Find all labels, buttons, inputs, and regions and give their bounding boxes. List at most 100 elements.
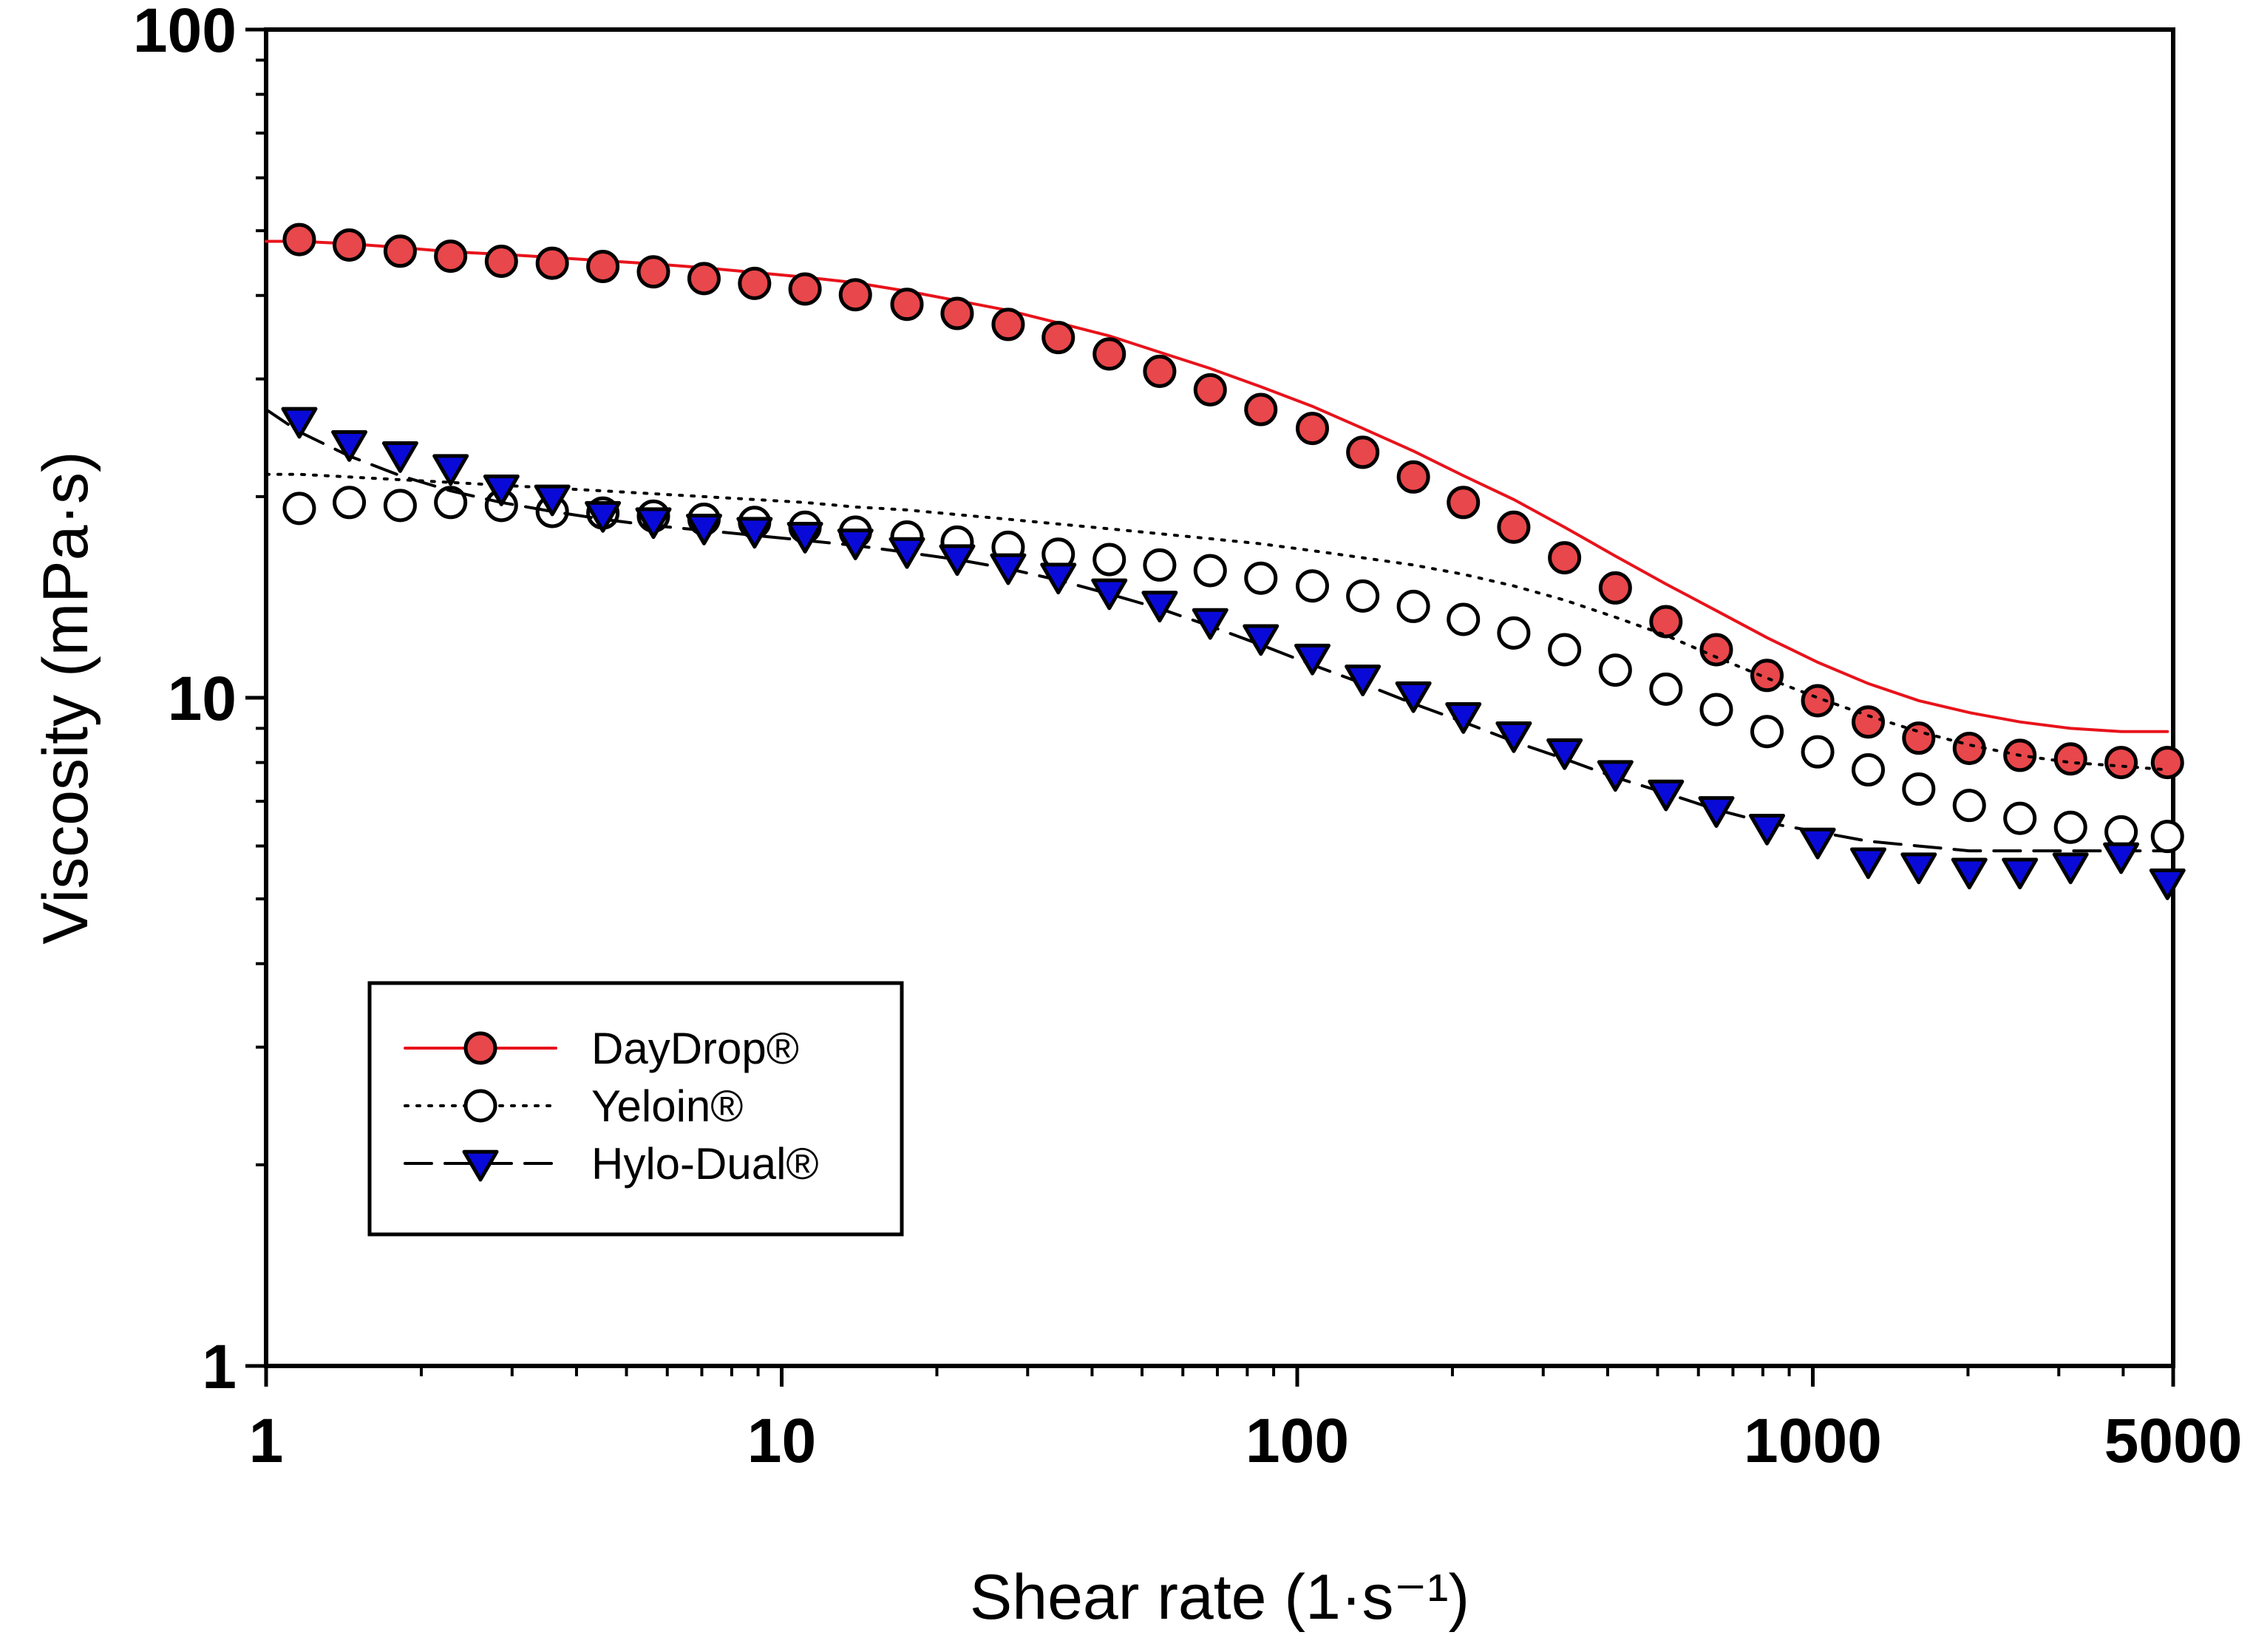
- data-point: [1750, 715, 1784, 749]
- data-point: [2003, 801, 2037, 835]
- data-point: [1801, 735, 1835, 769]
- data-point: [1447, 486, 1481, 520]
- data-point: [1548, 633, 1582, 667]
- data-point: [282, 222, 316, 256]
- data-point: [1849, 847, 1886, 880]
- data-point: [1244, 392, 1278, 426]
- data-point: [1799, 827, 1836, 860]
- x-tick-label: 100: [1246, 1406, 1349, 1475]
- data-point: [1243, 624, 1280, 656]
- data-point: [636, 255, 670, 289]
- data-point: [1801, 684, 1835, 718]
- data-point: [837, 528, 874, 560]
- data-point: [483, 475, 520, 506]
- data-point: [1952, 731, 1986, 765]
- data-point: [1648, 779, 1685, 812]
- data-point: [2103, 842, 2140, 874]
- data-point: [1346, 579, 1380, 613]
- data-point: [1143, 548, 1177, 582]
- data-point: [1851, 753, 1885, 787]
- data-point: [1396, 589, 1430, 623]
- data-point: [1193, 554, 1227, 588]
- data-point: [1141, 591, 1178, 623]
- data-point: [1902, 721, 1936, 755]
- data-point: [535, 246, 569, 280]
- series-layer: [265, 222, 2186, 900]
- legend-marker: [462, 1149, 499, 1182]
- data-point: [738, 266, 772, 300]
- data-point: [991, 307, 1025, 341]
- data-point: [939, 544, 976, 577]
- data-point: [2052, 852, 2089, 885]
- data-point: [1698, 796, 1735, 828]
- data-point: [736, 517, 773, 549]
- data-point: [1092, 337, 1126, 371]
- data-point: [1750, 659, 1784, 693]
- x-tick-label: 1: [249, 1406, 284, 1475]
- data-point: [2149, 869, 2186, 900]
- data-point: [1699, 693, 1733, 727]
- x-axis-title: Shear rate (1·s⁻¹): [970, 1562, 1469, 1633]
- data-point: [940, 296, 974, 330]
- data-point: [1192, 608, 1229, 640]
- data-point: [1495, 721, 1532, 753]
- x-tick-label: 5000: [2104, 1406, 2243, 1475]
- data-point: [1699, 633, 1733, 667]
- data-point: [1396, 460, 1430, 494]
- data-point: [1295, 412, 1329, 446]
- legend-label: Yeloin®: [591, 1081, 744, 1131]
- y-tick-label: 1: [202, 1332, 237, 1401]
- data-point: [434, 486, 468, 520]
- data-point: [1598, 571, 1632, 605]
- series-line: [265, 239, 2169, 733]
- data-point: [1294, 643, 1331, 676]
- data-point: [1091, 578, 1128, 611]
- y-axis-title: Viscosity (mPa·s): [30, 451, 101, 944]
- data-point: [1548, 541, 1582, 575]
- data-point: [434, 239, 468, 273]
- y-tick-label: 100: [133, 0, 237, 65]
- series-0: [265, 222, 2184, 780]
- data-point: [687, 262, 721, 296]
- data-point: [1749, 813, 1786, 846]
- data-point: [1445, 702, 1482, 734]
- data-point: [1346, 435, 1380, 469]
- series-1: [265, 472, 2184, 854]
- data-point: [1040, 562, 1077, 595]
- data-point: [2104, 746, 2138, 780]
- data-point: [1143, 354, 1177, 388]
- data-point: [2150, 746, 2184, 780]
- data-point: [484, 244, 518, 278]
- data-point: [1952, 789, 1986, 823]
- data-point: [890, 288, 924, 322]
- data-point: [838, 278, 872, 312]
- legend-marker: [463, 1089, 497, 1123]
- data-point: [383, 234, 417, 268]
- data-point: [1546, 738, 1583, 770]
- data-point: [2053, 810, 2087, 844]
- data-point: [685, 513, 722, 545]
- data-point: [788, 272, 822, 306]
- data-point: [1041, 321, 1075, 355]
- data-point: [1597, 760, 1634, 792]
- series-line: [265, 472, 2169, 772]
- data-point: [1951, 857, 1988, 890]
- data-point: [383, 489, 417, 523]
- data-point: [1900, 852, 1937, 885]
- legend-marker: [463, 1031, 497, 1065]
- data-point: [534, 484, 571, 517]
- data-point: [1902, 772, 1936, 806]
- axis-ticks: 1 10 100 1000 5000 1 10 100: [133, 0, 2243, 1475]
- data-point: [282, 492, 316, 526]
- data-point: [786, 522, 823, 554]
- legend-label: DayDrop®: [591, 1024, 799, 1073]
- data-point: [1295, 569, 1329, 603]
- data-point: [585, 500, 622, 533]
- data-point: [281, 407, 318, 439]
- data-point: [1092, 543, 1126, 577]
- data-point: [333, 228, 367, 262]
- data-point: [1497, 616, 1531, 650]
- data-point: [1649, 672, 1683, 706]
